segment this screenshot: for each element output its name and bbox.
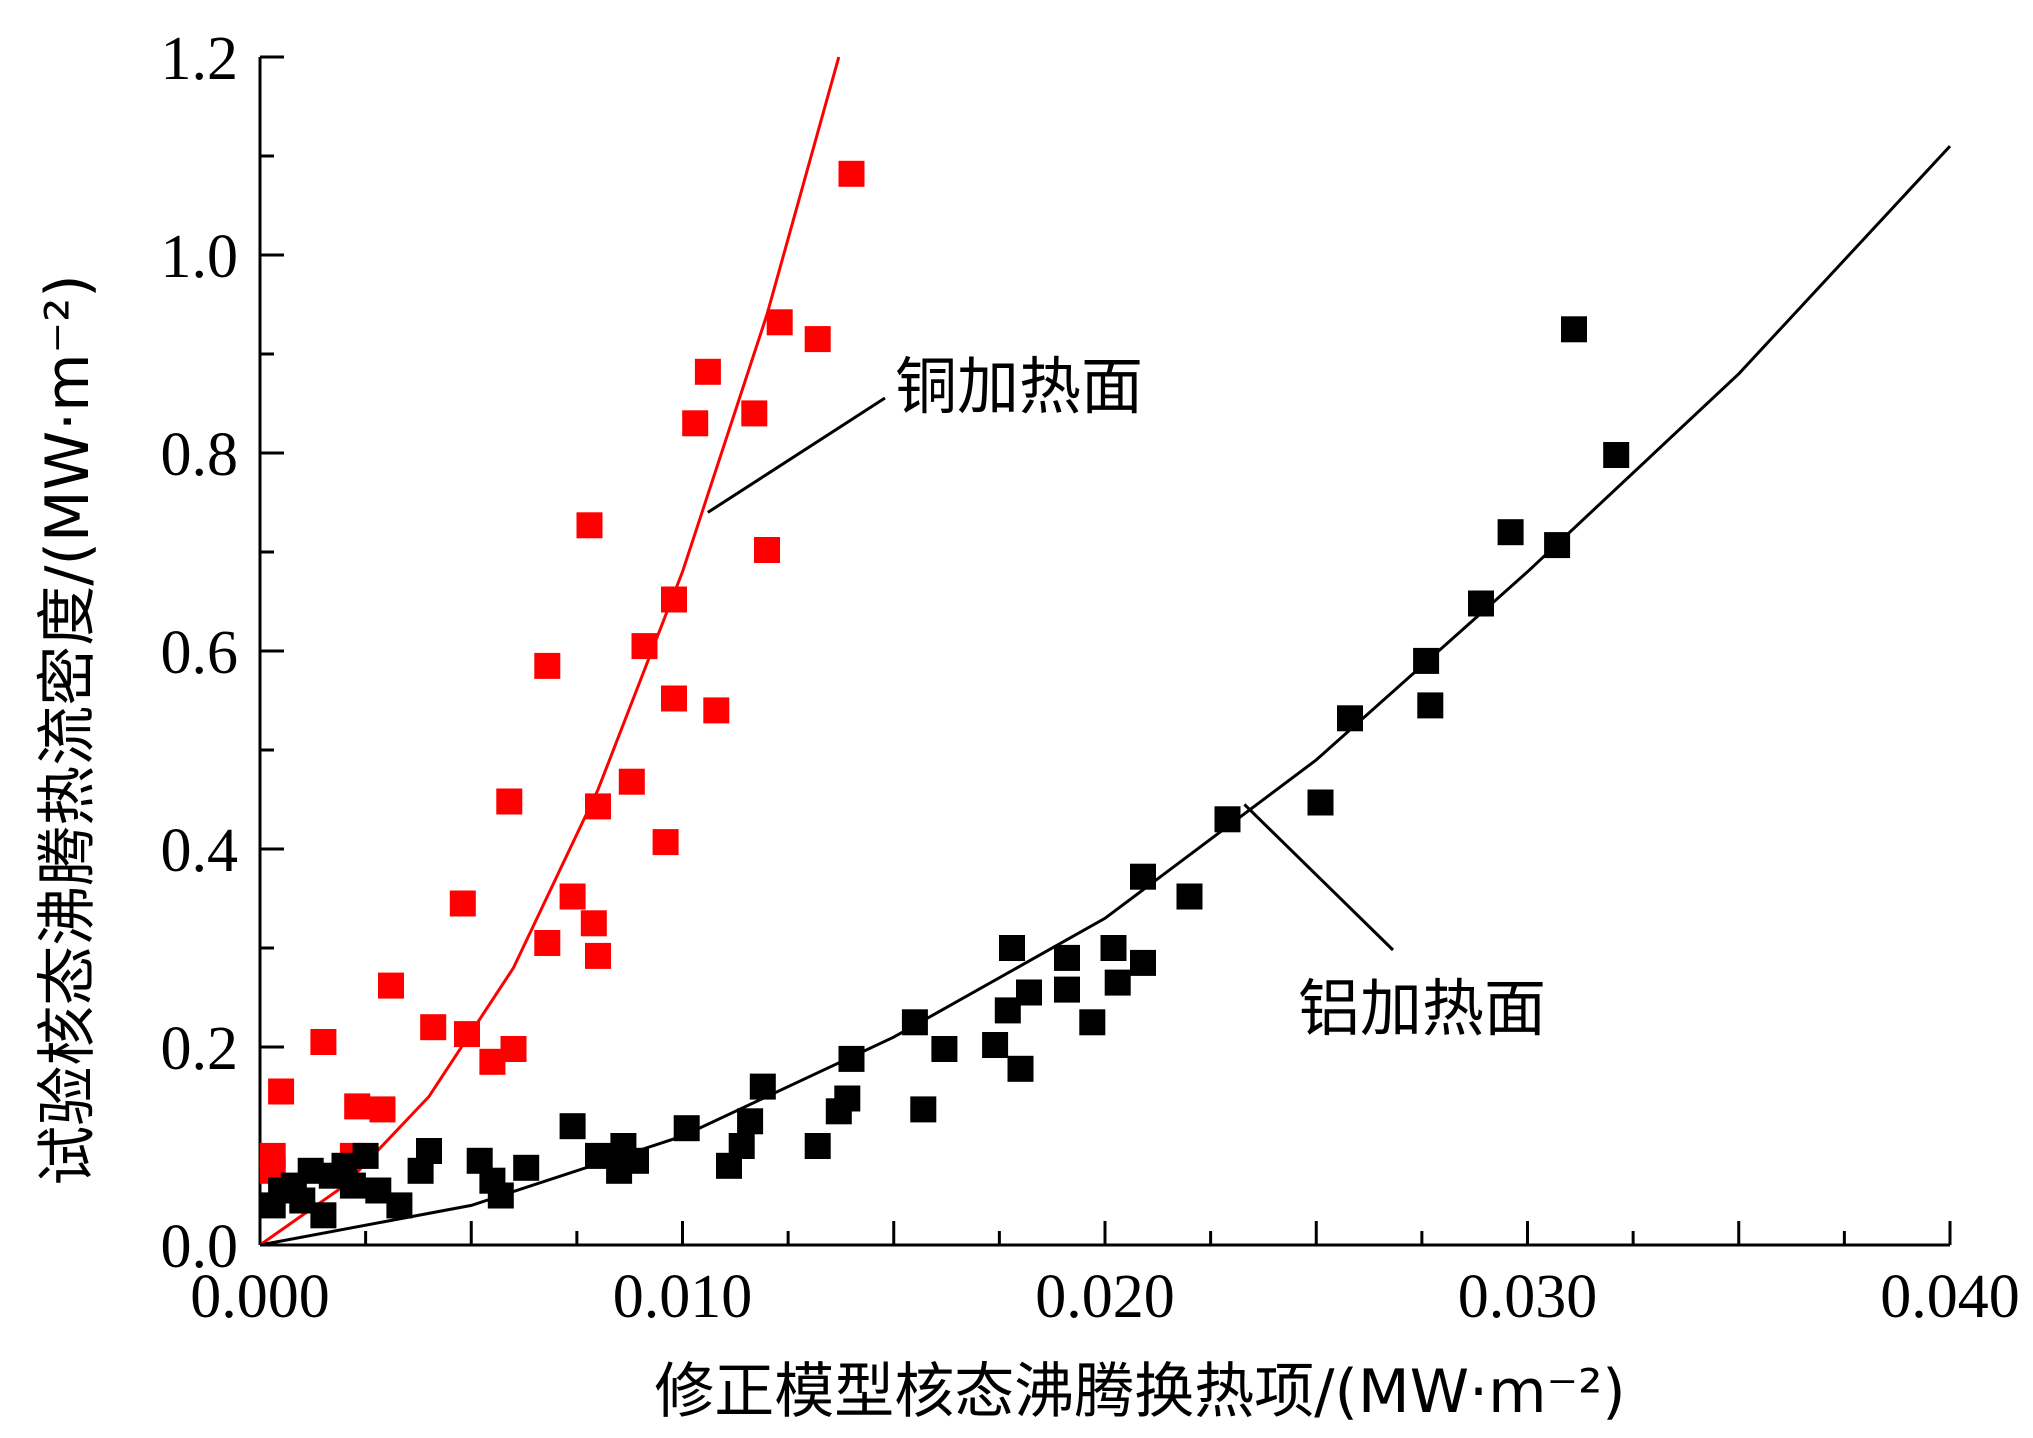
point-copper <box>754 537 780 563</box>
point-copper <box>585 793 611 820</box>
point-copper <box>703 697 730 724</box>
point-aluminum <box>982 1032 1009 1058</box>
aluminum-label: 铝加热面 <box>1298 972 1546 1045</box>
point-aluminum <box>1104 969 1131 996</box>
x-tick-label: 0.010 <box>613 1263 753 1331</box>
point-copper <box>804 326 831 353</box>
point-copper <box>310 1029 337 1055</box>
point-aluminum <box>1561 316 1587 343</box>
point-copper <box>741 400 768 427</box>
point-aluminum <box>737 1108 764 1135</box>
point-aluminum <box>804 1133 831 1159</box>
point-copper <box>496 788 523 815</box>
point-aluminum <box>1497 519 1524 546</box>
x-tick-label: 0.040 <box>1880 1263 2020 1331</box>
point-copper <box>766 309 793 336</box>
y-tick-label: 0.2 <box>161 1015 239 1083</box>
x-tick-label: 0.020 <box>1035 1263 1175 1331</box>
point-aluminum <box>999 935 1025 961</box>
point-aluminum <box>838 1045 865 1072</box>
y-tick-label: 0.4 <box>161 817 239 885</box>
point-aluminum <box>1544 532 1571 559</box>
point-copper <box>378 972 404 999</box>
aluminum-leader-line <box>1243 803 1395 952</box>
point-aluminum <box>1007 1055 1034 1082</box>
point-copper <box>585 942 611 969</box>
point-copper <box>344 1093 371 1120</box>
point-aluminum <box>487 1182 514 1209</box>
y-tick-label: 0.6 <box>161 619 239 687</box>
point-aluminum <box>1054 976 1080 1003</box>
point-copper <box>449 890 476 917</box>
y-tick-label: 0.8 <box>161 421 239 489</box>
fit-line-copper <box>259 56 841 1247</box>
fit-line-aluminum <box>259 145 1952 1247</box>
point-aluminum <box>386 1192 413 1219</box>
data-points <box>259 160 1630 1229</box>
y-tick-label: 1.2 <box>161 25 239 93</box>
point-aluminum <box>728 1133 755 1159</box>
point-copper <box>661 586 687 613</box>
point-aluminum <box>1603 442 1630 468</box>
point-aluminum <box>1214 806 1241 833</box>
copper-label: 铜加热面 <box>895 350 1143 423</box>
point-copper <box>618 768 645 795</box>
point-aluminum <box>1016 979 1042 1006</box>
x-axis-title: 修正模型核态沸腾换热项/(MW·m⁻²) <box>654 1357 1625 1427</box>
point-aluminum <box>673 1115 700 1142</box>
point-aluminum <box>1130 863 1156 890</box>
point-aluminum <box>1100 935 1127 961</box>
point-copper <box>838 160 865 187</box>
y-tick-label: 1.0 <box>161 223 239 291</box>
point-aluminum <box>1307 789 1334 816</box>
point-copper <box>559 883 586 910</box>
point-aluminum <box>1130 949 1156 976</box>
point-aluminum <box>1417 692 1444 719</box>
point-copper <box>580 910 607 937</box>
point-copper <box>534 930 561 956</box>
point-aluminum <box>559 1113 586 1140</box>
point-aluminum <box>931 1036 958 1062</box>
x-tick-label: 0.030 <box>1458 1263 1598 1331</box>
point-copper <box>454 1021 480 1048</box>
point-copper <box>661 685 687 712</box>
point-copper <box>694 358 721 385</box>
point-aluminum <box>513 1154 540 1181</box>
point-aluminum <box>1054 944 1080 971</box>
point-aluminum <box>1337 705 1363 732</box>
point-copper <box>576 512 603 539</box>
point-aluminum <box>910 1096 937 1123</box>
point-aluminum <box>1468 590 1494 617</box>
point-copper <box>420 1014 447 1041</box>
x-tick-label: 0.000 <box>190 1263 330 1331</box>
point-aluminum <box>416 1138 442 1164</box>
point-aluminum <box>901 1009 928 1036</box>
point-aluminum <box>1413 647 1440 674</box>
y-axis-title: 试验核态沸腾热流密度/(MW·m⁻²) <box>33 274 103 1185</box>
fit-lines <box>259 56 1952 1247</box>
y-tick-label: 0.0 <box>161 1213 239 1281</box>
point-copper <box>682 410 709 437</box>
point-copper <box>534 652 561 679</box>
point-aluminum <box>749 1073 776 1100</box>
point-aluminum <box>352 1142 379 1169</box>
point-copper <box>369 1096 396 1123</box>
point-copper <box>631 633 658 660</box>
copper-leader-line <box>707 396 886 514</box>
point-copper <box>268 1078 295 1105</box>
point-aluminum <box>339 1172 366 1199</box>
point-aluminum <box>310 1202 337 1229</box>
point-copper <box>500 1036 527 1062</box>
axes: 0.000 0.010 0.020 0.030 0.040 0.0 0.2 0.4 0.6 0.8… <box>161 25 2020 1331</box>
point-aluminum <box>1176 883 1203 910</box>
point-aluminum <box>1079 1009 1106 1036</box>
point-aluminum <box>834 1085 861 1112</box>
point-copper <box>652 829 679 856</box>
point-aluminum <box>623 1147 649 1174</box>
